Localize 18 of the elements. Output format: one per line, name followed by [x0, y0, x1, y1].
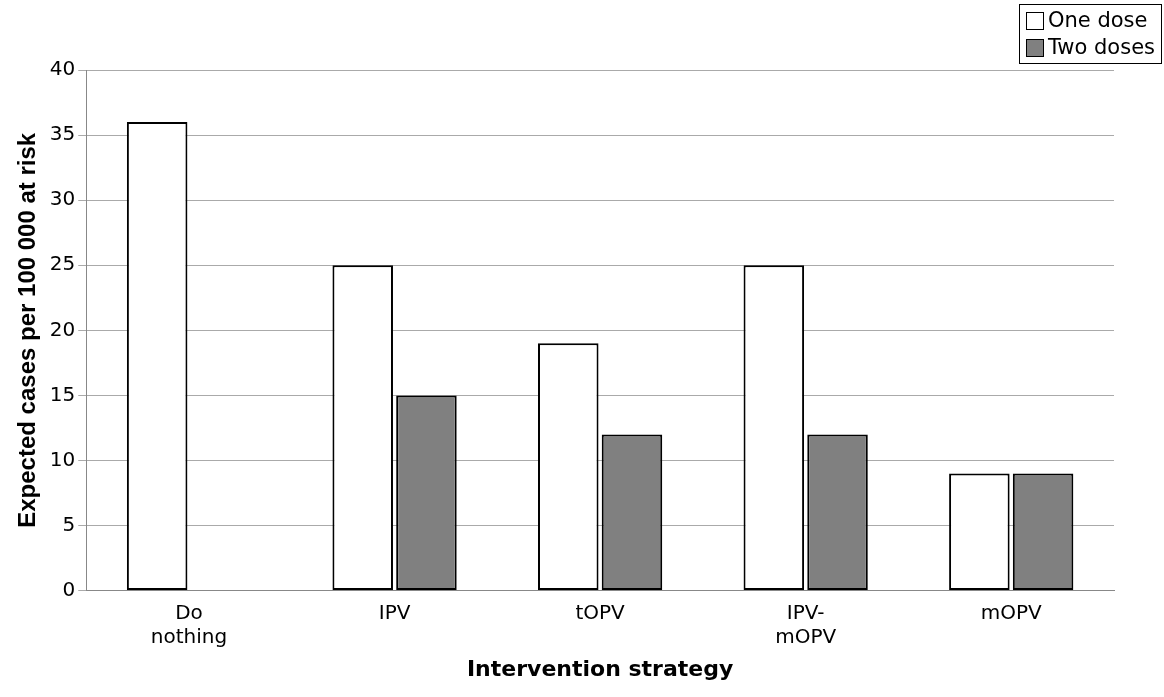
x-tick-label: IPV — [378, 599, 411, 624]
legend-label: Two doses — [1047, 34, 1155, 61]
y-tick-label: 30 — [49, 186, 76, 211]
x-tick-label: Do nothing — [150, 599, 228, 648]
y-tick-label: 5 — [62, 511, 76, 536]
y-tick-label: 15 — [49, 381, 76, 406]
y-tick-label: 35 — [49, 121, 76, 146]
y-tick-label: 0 — [62, 576, 76, 601]
x-tick-label: IPV-mOPV — [775, 599, 837, 648]
y-tick-label: 20 — [49, 316, 76, 341]
x-tick-label: mOPV — [980, 599, 1043, 624]
y-tick-label: 10 — [49, 446, 76, 471]
x-tick-label: tOPV — [575, 599, 626, 624]
y-tick-label: 40 — [49, 56, 76, 81]
y-axis-title: Expected cases per 100 000 at risk — [13, 132, 41, 528]
text: One dose — [1047, 7, 1148, 34]
x-axis-title: Intervention strategy — [466, 655, 734, 681]
y-tick-label: 25 — [49, 251, 76, 276]
